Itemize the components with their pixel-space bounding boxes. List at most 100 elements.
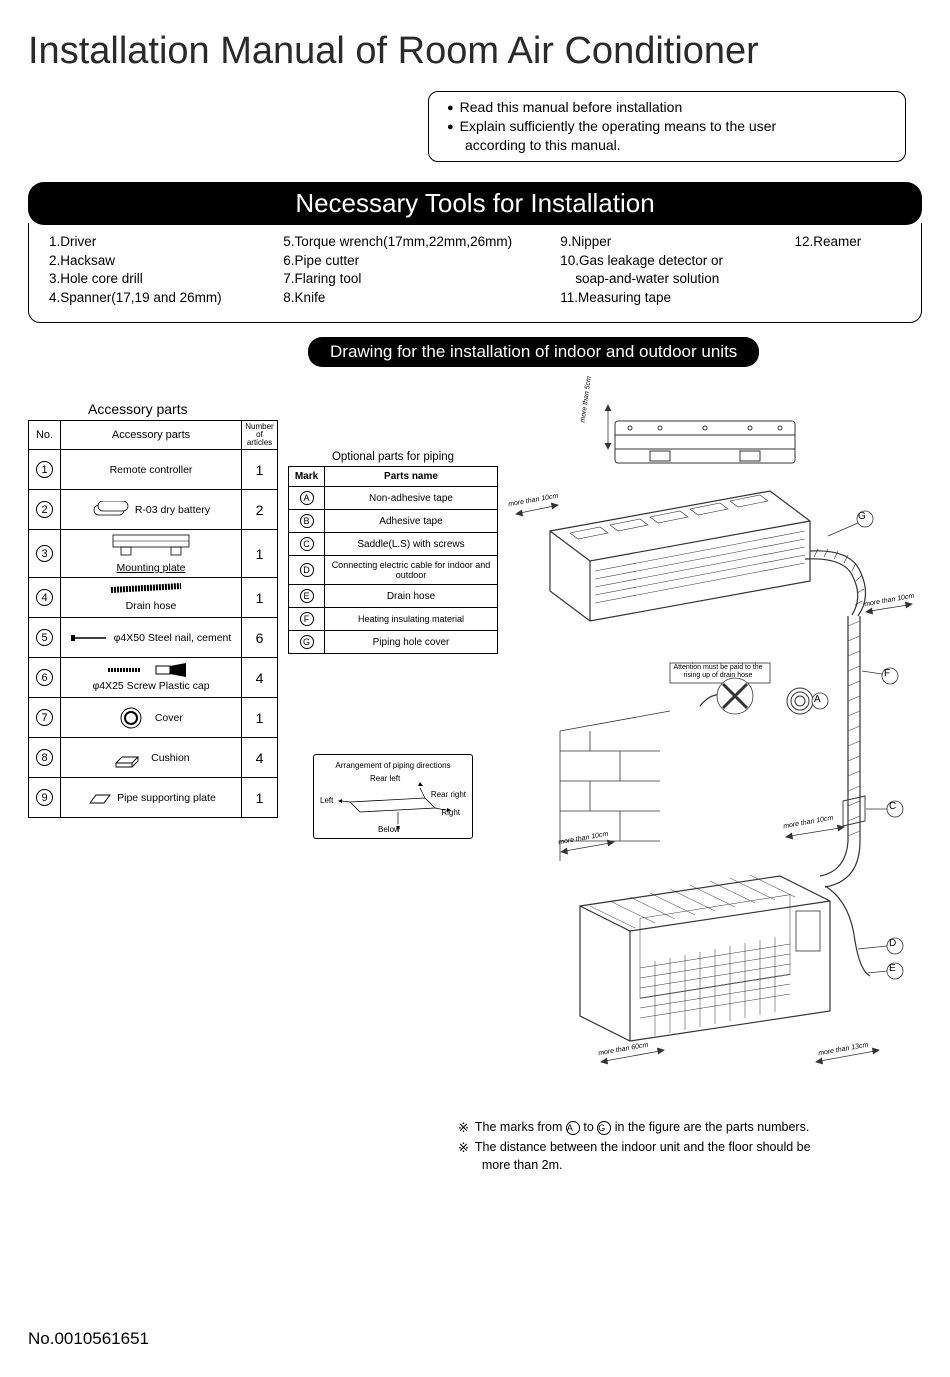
qty-cell: 1 xyxy=(242,578,278,618)
intro-line: Explain sufficiently the operating means… xyxy=(460,117,776,136)
row-number: 9 xyxy=(36,789,53,806)
tool-item: 9.Nipper xyxy=(560,233,794,252)
document-number: No.0010561651 xyxy=(28,1329,149,1349)
qty-cell: 2 xyxy=(242,490,278,530)
row-number: 6 xyxy=(36,669,53,686)
col-header: Parts name xyxy=(325,467,498,487)
tool-item: 1.Driver xyxy=(49,233,283,252)
col-header: Accessory parts xyxy=(61,421,242,450)
tool-item: 4.Spanner(17,19 and 26mm) xyxy=(49,289,283,308)
drawing-section-heading: Drawing for the installation of indoor a… xyxy=(308,337,759,367)
part-name: Cover xyxy=(155,712,183,724)
tool-item: soap-and-water solution xyxy=(560,270,794,289)
part-name: R-03 dry battery xyxy=(135,504,210,516)
tool-item: 2.Hacksaw xyxy=(49,252,283,271)
row-number: 8 xyxy=(36,749,53,766)
table-row: 2 R-03 dry battery 2 xyxy=(29,490,278,530)
intro-box: ● Read this manual before installation ● E… xyxy=(428,91,906,162)
table-row: 9 Pipe supporting plate 1 xyxy=(29,778,278,818)
piping-dir-icon xyxy=(320,776,470,834)
part-name: φ4X50 Steel nail, cement xyxy=(114,632,232,644)
tool-item: 6.Pipe cutter xyxy=(283,252,560,271)
tool-item: 11.Measuring tape xyxy=(560,289,794,308)
cover-icon xyxy=(119,706,143,730)
qty-cell: 1 xyxy=(242,778,278,818)
nail-icon xyxy=(71,633,111,643)
row-number: 3 xyxy=(36,545,53,562)
mark-letter: E xyxy=(300,589,314,603)
tools-list-box: 1.Driver 2.Hacksaw 3.Hole core drill 4.S… xyxy=(28,223,922,324)
table-row: CSaddle(L.S) with screws xyxy=(289,533,498,556)
part-cell: Drain hose xyxy=(61,578,242,618)
part-cell: R-03 dry battery xyxy=(61,490,242,530)
callout-letter: A xyxy=(814,694,821,705)
warning-text: Attention must be paid to the rising up … xyxy=(671,664,765,679)
piping-direction-box: Arrangement of piping directions Rear le… xyxy=(313,754,473,839)
tools-section-heading: Necessary Tools for Installation xyxy=(28,182,922,225)
tool-item: 12.Reamer xyxy=(795,233,902,252)
mark-letter: F xyxy=(300,612,314,626)
intro-line: according to this manual. xyxy=(465,136,621,155)
row-number: 7 xyxy=(36,709,53,726)
qty-cell: 1 xyxy=(242,698,278,738)
part-name: φ4X25 Screw Plastic cap xyxy=(92,680,209,692)
tool-item: 3.Hole core drill xyxy=(49,270,283,289)
bullet-icon: ● xyxy=(447,101,454,116)
callout-letter: C xyxy=(889,801,896,812)
part-name: Saddle(L.S) with screws xyxy=(325,533,498,556)
table-row: DConnecting electric cable for indoor an… xyxy=(289,556,498,585)
part-name: Pipe supporting plate xyxy=(117,792,216,804)
row-number: 1 xyxy=(36,461,53,478)
tool-item: 8.Knife xyxy=(283,289,560,308)
part-name: Heating insulating material xyxy=(325,608,498,631)
bullet-icon: ● xyxy=(447,120,454,135)
table-row: 7 Cover 1 xyxy=(29,698,278,738)
optional-parts-table: Mark Parts name ANon-adhesive tape BAdhe… xyxy=(288,466,498,654)
drain-hose-icon xyxy=(106,583,196,597)
callout-letter: F xyxy=(884,668,890,679)
optional-parts-title: Optional parts for piping xyxy=(288,451,498,463)
qty-cell: 4 xyxy=(242,658,278,698)
part-cell: φ4X25 Screw Plastic cap xyxy=(61,658,242,698)
part-name: Adhesive tape xyxy=(325,510,498,533)
mark-letter: G xyxy=(300,635,314,649)
table-row: F Heating insulating material xyxy=(289,608,498,631)
qty-cell: 6 xyxy=(242,618,278,658)
intro-line: Read this manual before installation xyxy=(460,98,683,117)
cushion-icon xyxy=(112,747,142,769)
footnotes: ※ The marks from A to G in the figure ar… xyxy=(458,1118,922,1175)
tool-item: 7.Flaring tool xyxy=(283,270,560,289)
callout-letter: G xyxy=(858,511,866,522)
part-name: Drain hose xyxy=(325,585,498,608)
mark-letter: A xyxy=(300,491,314,505)
note-symbol: ※ xyxy=(458,1118,469,1138)
table-row: ANon-adhesive tape xyxy=(289,487,498,510)
table-row: 8 Cushion 4 xyxy=(29,738,278,778)
col-header: Number of articles xyxy=(242,421,278,450)
table-row: E Drain hose xyxy=(289,585,498,608)
table-row: 5 φ4X50 Steel nail, cement 6 xyxy=(29,618,278,658)
note-symbol: ※ xyxy=(458,1138,469,1176)
support-plate-icon xyxy=(86,789,114,807)
table-row: 3 Mounting plate 1 xyxy=(29,530,278,578)
row-number: 4 xyxy=(36,589,53,606)
part-cell: φ4X50 Steel nail, cement xyxy=(61,618,242,658)
qty-cell: 1 xyxy=(242,530,278,578)
footnote-text: The marks from A to G in the figure are … xyxy=(475,1118,809,1138)
table-row: G Piping hole cover xyxy=(289,631,498,654)
part-name: Cushion xyxy=(151,752,190,764)
installation-diagram xyxy=(508,401,922,1101)
qty-cell: 1 xyxy=(242,450,278,490)
col-header: No. xyxy=(29,421,61,450)
row-number: 2 xyxy=(36,501,53,518)
part-cell: Pipe supporting plate xyxy=(61,778,242,818)
part-cell: Remote controller xyxy=(61,450,242,490)
page-title: Installation Manual of Room Air Conditio… xyxy=(28,30,922,73)
callout-letter: D xyxy=(889,938,896,949)
qty-cell: 4 xyxy=(242,738,278,778)
footnote-text: The distance between the indoor unit and… xyxy=(475,1138,811,1176)
mark-letter: B xyxy=(300,514,314,528)
tool-item: 10.Gas leakage detector or xyxy=(560,252,794,271)
part-name: Piping hole cover xyxy=(325,631,498,654)
mounting-plate-icon xyxy=(111,533,191,559)
